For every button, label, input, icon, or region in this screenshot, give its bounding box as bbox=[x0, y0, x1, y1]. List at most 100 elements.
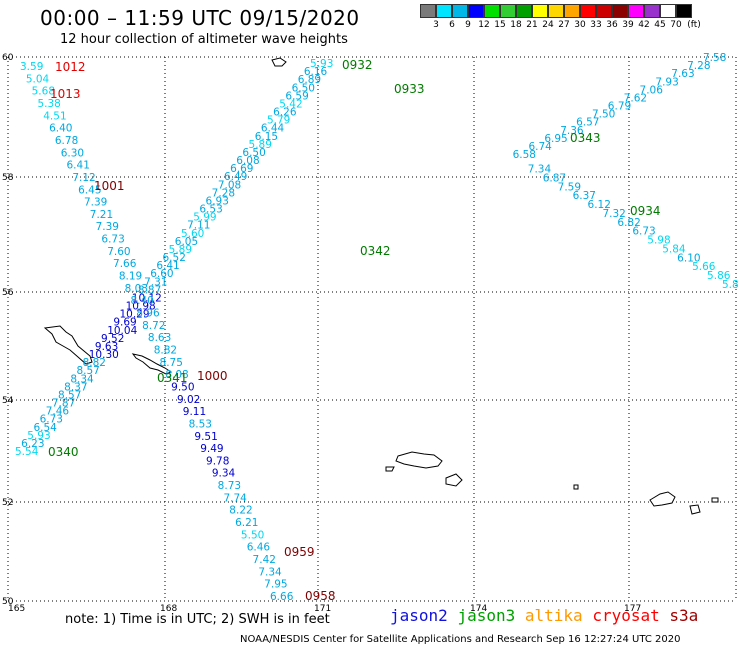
wave-height-value: 9.50 bbox=[171, 381, 194, 393]
small-island-1 bbox=[385, 466, 395, 472]
sat-altika: altika bbox=[524, 606, 583, 625]
wave-height-value: 8.57 bbox=[76, 365, 99, 377]
wave-height-value: 4.51 bbox=[43, 110, 66, 122]
legend-label: 39 bbox=[622, 20, 634, 30]
time-tag: 0933 bbox=[394, 82, 425, 96]
wave-height-value: 5.38 bbox=[37, 98, 60, 110]
wave-height-value: 8.40 bbox=[130, 295, 153, 307]
lat-label: 50 bbox=[2, 597, 14, 607]
wave-height-value: 9.69 bbox=[113, 317, 136, 329]
wave-height-value: 6.46 bbox=[247, 542, 271, 554]
small-island-2 bbox=[445, 473, 463, 487]
island-chain-east bbox=[131, 353, 173, 375]
lat-label: 52 bbox=[2, 498, 13, 508]
legend-labels: 3 6 9 12 15 18 21 24 27 30 33 36 39 42 45 70 (ft) bbox=[420, 20, 702, 30]
wave-height-value: 7.34 bbox=[258, 566, 282, 578]
wave-height-value: 6.23 bbox=[21, 438, 44, 450]
wave-height-value: 5.86 bbox=[707, 270, 731, 282]
wave-height-value: 7.50 bbox=[592, 109, 615, 121]
wave-height-value: 9.63 bbox=[95, 341, 118, 353]
wave-height-value: 7.59 bbox=[558, 181, 581, 193]
legend-label: 30 bbox=[574, 20, 586, 30]
wave-height-value: 7.58 bbox=[703, 52, 726, 64]
wave-height-value: 7.60 bbox=[107, 246, 130, 258]
wave-height-value: 7.39 bbox=[84, 197, 107, 209]
legend-swatch bbox=[532, 4, 548, 18]
wave-height-value: 6.49 bbox=[224, 171, 247, 183]
wave-height-value: 6.10 bbox=[677, 252, 700, 264]
wave-height-value: 5.93 bbox=[310, 58, 333, 70]
sat-cryosat: cryosat bbox=[592, 606, 660, 625]
wave-height-value: 6.37 bbox=[573, 190, 596, 202]
wave-height-value: 6.52 bbox=[163, 252, 186, 264]
legend-label: 6 bbox=[449, 20, 455, 30]
wave-height-value: 8.08 bbox=[165, 369, 188, 381]
wave-height-value: 9.49 bbox=[200, 443, 223, 455]
footnote: note: 1) Time is in UTC; 2) SWH is in fe… bbox=[65, 612, 330, 627]
wave-height-value: 6.57 bbox=[576, 117, 599, 129]
wave-height-value: 6.08 bbox=[236, 155, 259, 167]
lon-label: 171 bbox=[314, 604, 331, 614]
time-tag: 1013 bbox=[50, 87, 81, 101]
legend-swatch bbox=[564, 4, 580, 18]
wave-height-value: 6.50 bbox=[242, 147, 265, 159]
legend-unit: (ft) bbox=[687, 20, 701, 30]
wave-height-value: 6.73 bbox=[101, 234, 124, 246]
wave-height-value: 7.12 bbox=[72, 172, 95, 184]
wave-height-value: 6.82 bbox=[617, 217, 640, 229]
wave-height-value: 6.40 bbox=[49, 123, 72, 135]
wave-height-value: 5.54 bbox=[15, 446, 39, 458]
time-tag: 0959 bbox=[284, 545, 315, 559]
wave-height-value: 7.42 bbox=[253, 554, 276, 566]
wave-height-value: 6.41 bbox=[67, 160, 90, 172]
wave-height-value: 9.51 bbox=[194, 431, 217, 443]
legend-label: 12 bbox=[478, 20, 490, 30]
wave-height-value: 6.60 bbox=[150, 268, 173, 280]
wave-height-value: 5.89 bbox=[169, 244, 192, 256]
lat-label: 54 bbox=[2, 396, 14, 406]
time-tag: 0342 bbox=[360, 244, 391, 258]
color-legend: 3 6 9 12 15 18 21 24 27 30 33 36 39 42 45 70 (ft) bbox=[420, 4, 702, 30]
wave-height-value: 7.28 bbox=[687, 60, 710, 72]
lon-label: 165 bbox=[8, 604, 25, 614]
wave-height-value: 7.31 bbox=[144, 276, 167, 288]
legend-swatch bbox=[548, 4, 564, 18]
legend-label: 27 bbox=[558, 20, 570, 30]
legend-label: 24 bbox=[542, 20, 554, 30]
wave-height-value: 7.28 bbox=[212, 187, 235, 199]
wave-height-value: 6.58 bbox=[513, 149, 536, 161]
wave-height-value: 8.53 bbox=[189, 418, 212, 430]
legend-label: 33 bbox=[590, 20, 602, 30]
wave-height-value: 5.84 bbox=[662, 243, 686, 255]
tiny-island-1 bbox=[573, 484, 579, 490]
wave-height-value: 7.36 bbox=[560, 125, 584, 137]
wave-height-value: 6.79 bbox=[608, 101, 631, 113]
time-tags: 0932 0933 0343 0934 0342 0341 0340 1012 1013 1001… bbox=[48, 58, 661, 603]
wave-height-value: 10.12 bbox=[132, 292, 162, 304]
wave-height-value: 7.62 bbox=[624, 92, 647, 104]
lon-label: 168 bbox=[160, 604, 177, 614]
wave-height-value: 5.66 bbox=[692, 261, 716, 273]
time-tag: 0341 bbox=[157, 371, 188, 385]
wave-height-value: 5.99 bbox=[193, 212, 216, 224]
wave-height-value: 6.95 bbox=[544, 133, 567, 145]
wave-height-value: 7.66 bbox=[113, 258, 137, 270]
wave-height-value: 8.82 bbox=[154, 344, 177, 356]
time-tag: 0932 bbox=[342, 58, 373, 72]
wave-height-value: 3.59 bbox=[20, 61, 43, 73]
wave-height-value: 6.87 bbox=[543, 172, 566, 184]
wave-height-value: 9.34 bbox=[212, 468, 236, 480]
legend-label: 9 bbox=[465, 20, 471, 30]
lat-label: 58 bbox=[2, 173, 14, 183]
wave-height-value: 5.89 bbox=[249, 139, 272, 151]
legend-swatch bbox=[596, 4, 612, 18]
wave-height-value: 5.04 bbox=[26, 73, 50, 85]
wave-height-value: 6.44 bbox=[261, 123, 285, 135]
legend-swatch bbox=[516, 4, 532, 18]
legend-swatch bbox=[436, 4, 452, 18]
adak-island bbox=[649, 491, 676, 507]
legend-swatch bbox=[468, 4, 484, 18]
legend-swatch bbox=[580, 4, 596, 18]
wave-height-value: 5.8 bbox=[722, 279, 739, 291]
